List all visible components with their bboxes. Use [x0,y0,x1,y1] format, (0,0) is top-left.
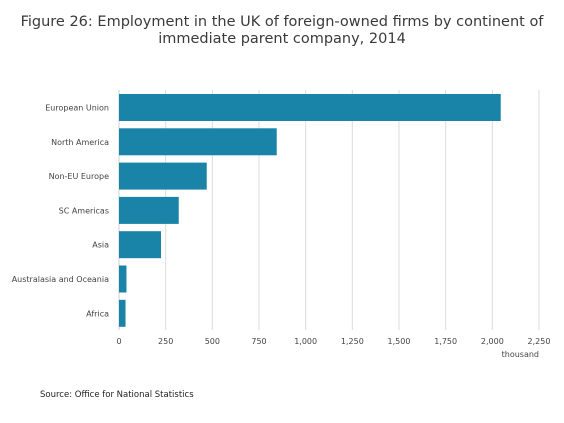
bar [119,265,127,293]
category-label: Non-EU Europe [49,172,110,181]
category-label: Australasia and Oceania [12,275,109,284]
chart-title: Figure 26: Employment in the UK of forei… [0,14,564,48]
bar [119,231,161,259]
category-labels: European Union North America Non-EU Europe… [12,104,109,319]
source-note: Source: Office for National Statistics [40,390,194,400]
x-tick-label: 1,250 [341,337,364,346]
category-label: SC Americas [59,206,109,215]
category-label: North America [51,138,109,147]
bar [119,299,126,327]
category-label: European Union [45,104,109,113]
x-tick-label: 2,000 [481,337,504,346]
bar [119,128,277,156]
category-label: Asia [92,241,109,250]
x-tick-label: 250 [158,337,173,346]
chart-title-line-2: immediate parent company, 2014 [158,31,406,47]
category-label: Africa [86,309,109,318]
x-tick-label: 750 [251,337,266,346]
x-tick-labels: 0 250 500 750 1,000 1,250 1,500 1,750 2,000 2,250 [116,337,550,346]
x-tick-label: 1,000 [294,337,317,346]
chart-title-line-1: Figure 26: Employment in the UK of forei… [20,14,544,30]
bar [119,162,207,190]
bars [119,94,501,327]
bar [119,94,501,121]
bar [119,196,179,224]
x-tick-label: 500 [205,337,220,346]
x-tick-label: 2,250 [528,337,551,346]
x-axis-title: thousand [502,350,539,359]
x-tick-label: 0 [116,337,121,346]
x-tick-label: 1,500 [388,337,411,346]
grid-lines [118,90,540,330]
x-tick-label: 1,750 [434,337,457,346]
